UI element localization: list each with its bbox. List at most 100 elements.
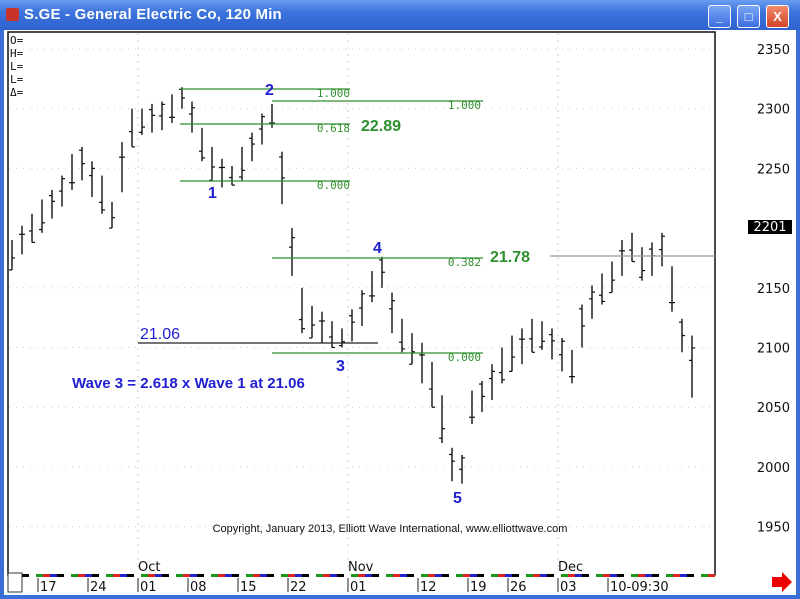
time-strip-segment — [64, 574, 71, 577]
price-bar — [359, 290, 365, 327]
price-bar — [459, 454, 465, 484]
price-bar — [319, 311, 325, 343]
time-strip-segment — [344, 574, 351, 577]
time-strip-segment — [456, 574, 463, 577]
time-strip-segment — [407, 574, 414, 577]
price-bar — [149, 103, 155, 133]
time-strip-segment — [204, 574, 211, 577]
price-bar — [509, 335, 515, 372]
time-strip-segment — [575, 574, 582, 577]
time-strip-segment — [540, 574, 547, 577]
time-strip-segment — [260, 574, 267, 577]
price-bar — [79, 146, 85, 181]
time-strip-segment — [386, 574, 393, 577]
price-bar — [339, 328, 345, 348]
price-bar — [59, 175, 65, 207]
copyright: Copyright, January 2013, Elliott Wave In… — [213, 523, 568, 535]
close-button[interactable]: X — [766, 5, 789, 28]
price-axis: 1950 2000 2050 2100 2150 2250 2300 2350 — [757, 43, 790, 536]
wave-label: 3 — [336, 358, 345, 375]
time-axis: Oct Nov Dec 17 24 01 08 15 22 01 12 19 26 03 10-09:30 — [37, 560, 669, 595]
price-bar — [409, 333, 415, 365]
time-strip-segment — [442, 574, 449, 577]
y-tick-label: 2100 — [757, 342, 790, 357]
time-strip-segment — [680, 574, 687, 577]
fib-label: 0.382 — [448, 256, 481, 269]
time-strip-segment — [57, 574, 64, 577]
time-strip-segment — [470, 574, 477, 577]
ohlc-label: Δ= — [10, 86, 24, 99]
time-strip-segment — [421, 574, 428, 577]
time-strip-segment — [302, 574, 309, 577]
price-bar — [199, 127, 205, 162]
price-bar — [519, 328, 525, 365]
time-strip-segment — [512, 574, 519, 577]
price-bar — [619, 240, 625, 276]
price-bar — [599, 273, 605, 305]
x-tick-label: 10-09:30 — [610, 580, 669, 595]
ohlc-label: H= — [10, 47, 24, 60]
time-strip-segment — [365, 574, 372, 577]
time-strip-segment — [337, 574, 344, 577]
time-strip-segment — [218, 574, 225, 577]
price-bar — [679, 318, 685, 353]
scroll-right-arrow-icon[interactable] — [772, 572, 792, 592]
price-bar — [469, 390, 475, 424]
ohlc-label: L= — [10, 60, 24, 73]
time-strip-segment — [393, 574, 400, 577]
time-strip-segment — [183, 574, 190, 577]
time-strip — [22, 574, 715, 577]
time-strip-segment — [435, 574, 442, 577]
price-bar — [369, 271, 375, 303]
price-bar — [109, 201, 115, 229]
fib-label: 0.000 — [317, 179, 350, 192]
time-strip-segment — [43, 574, 50, 577]
price-bar — [279, 151, 285, 205]
price-bar — [309, 305, 315, 339]
x-tick-label: 01 — [350, 580, 367, 595]
price-bar — [489, 364, 495, 401]
scroll-box[interactable] — [7, 572, 23, 593]
window-title: S.GE - General Electric Co, 120 Min — [24, 6, 282, 23]
price-bar — [259, 113, 265, 145]
maximize-button[interactable]: □ — [737, 5, 760, 28]
time-strip-segment — [603, 574, 610, 577]
price-bar — [629, 232, 635, 263]
price-bar — [669, 266, 675, 312]
target-label: 21.78 — [490, 249, 530, 266]
wave-label: 5 — [453, 490, 462, 507]
time-strip-segment — [631, 574, 638, 577]
time-strip-segment — [22, 574, 29, 577]
time-strip-segment — [246, 574, 253, 577]
title-bar[interactable]: S.GE - General Electric Co, 120 Min _ □ … — [0, 0, 800, 30]
y-tick-label: 2350 — [757, 43, 790, 58]
time-strip-segment — [449, 574, 456, 577]
price-bar — [689, 335, 695, 398]
x-tick-label: 03 — [560, 580, 577, 595]
price-bar — [479, 380, 485, 412]
fib-label: 1.000 — [448, 99, 481, 112]
price-bars — [9, 87, 695, 484]
x-tick-label: 24 — [90, 580, 107, 595]
price-bar — [549, 328, 555, 360]
time-strip-segment — [295, 574, 302, 577]
time-strip-segment — [309, 574, 316, 577]
y-tick-label: 2050 — [757, 401, 790, 416]
y-tick-label: 2000 — [757, 461, 790, 476]
fib-lines — [138, 88, 715, 354]
time-strip-segment — [323, 574, 330, 577]
price-bar — [229, 166, 235, 186]
time-strip-segment — [645, 574, 652, 577]
time-strip-segment — [239, 574, 246, 577]
price-bar — [9, 240, 15, 271]
time-strip-segment — [29, 574, 36, 577]
time-strip-segment — [526, 574, 533, 577]
minimize-button[interactable]: _ — [708, 5, 731, 28]
time-strip-segment — [288, 574, 295, 577]
time-strip-segment — [232, 574, 239, 577]
price-bar — [559, 337, 565, 372]
time-strip-segment — [316, 574, 323, 577]
time-strip-segment — [477, 574, 484, 577]
